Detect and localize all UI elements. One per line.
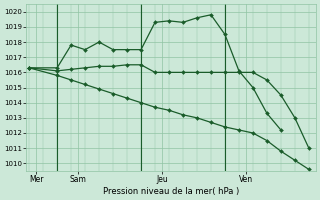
X-axis label: Pression niveau de la mer( hPa ): Pression niveau de la mer( hPa ) [103, 187, 239, 196]
